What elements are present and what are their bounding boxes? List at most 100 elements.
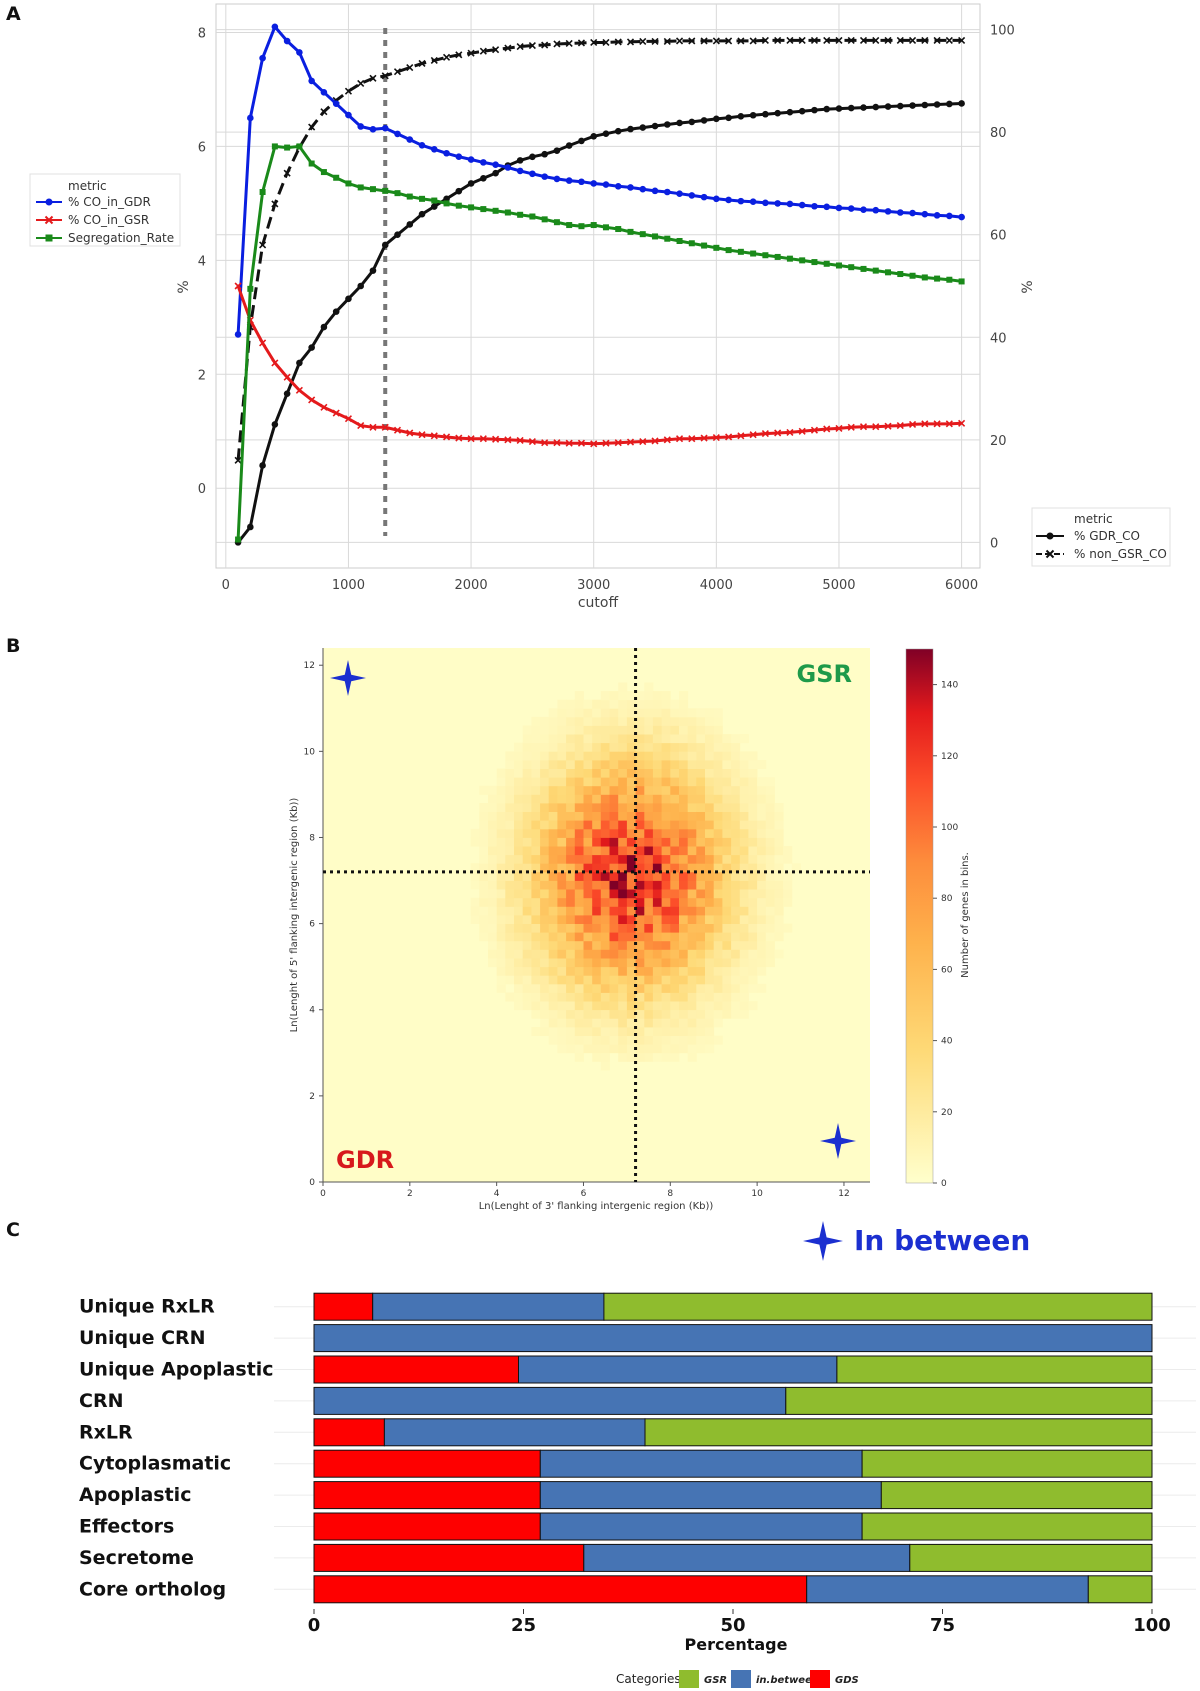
heatmap-cell — [574, 966, 584, 976]
heatmap-cell — [705, 828, 715, 838]
heatmap-cell — [661, 828, 671, 838]
heatmap-cell — [479, 846, 489, 856]
heatmap-cell — [531, 949, 541, 959]
heatmap-cell — [618, 880, 628, 890]
heatmap-cell — [470, 828, 480, 838]
heatmap-cell — [748, 871, 758, 881]
heatmap-cell — [713, 1018, 723, 1028]
data-point — [676, 237, 683, 244]
heatmap-cell — [652, 1018, 662, 1028]
heatmap-cell — [670, 803, 680, 812]
heatmap-cell — [722, 871, 732, 881]
heatmap-cell — [670, 915, 680, 924]
data-point — [296, 49, 303, 56]
heatmap-cell — [583, 785, 593, 795]
heatmap-cell — [505, 975, 515, 985]
data-point — [467, 180, 475, 187]
heatmap-cell — [644, 1052, 654, 1062]
data-point — [872, 423, 880, 431]
heatmap-cell — [557, 958, 567, 968]
data-point — [529, 153, 536, 161]
heatmap-cell — [540, 1009, 550, 1019]
heatmap-cell — [574, 863, 584, 873]
category-label: Effectors — [79, 1516, 174, 1538]
data-point — [247, 523, 254, 531]
heatmap-cell — [652, 906, 662, 916]
data-point — [565, 439, 573, 447]
heatmap-cell — [679, 742, 689, 752]
data-point — [909, 272, 916, 279]
heatmap-cell — [609, 846, 619, 856]
data-point — [492, 46, 500, 54]
heatmap-cell — [679, 1001, 689, 1011]
heatmap-cell — [679, 691, 689, 701]
heatmap-cell — [765, 811, 775, 821]
heatmap-cell — [496, 846, 506, 856]
heatmap-cell — [644, 983, 654, 993]
heatmap-cell — [592, 871, 602, 881]
heatmap-cell — [635, 940, 645, 950]
heatmap-cell — [557, 708, 567, 718]
heatmap-cell — [600, 734, 610, 744]
heatmap-cell — [531, 820, 541, 830]
heatmap-cell — [479, 923, 489, 933]
heatmap-cell — [592, 734, 602, 744]
heatmap-cell — [731, 1001, 741, 1011]
heatmap-cell — [505, 785, 515, 795]
heatmap-cell — [574, 975, 584, 985]
heatmap-cell — [574, 846, 584, 856]
data-point — [774, 109, 781, 117]
heatmap-cell — [540, 794, 550, 804]
heatmap-cell — [652, 889, 662, 899]
heatmap-cell — [592, 992, 602, 1002]
heatmap-cell — [765, 820, 775, 830]
heatmap-cell — [722, 854, 732, 864]
heatmap-cell — [705, 751, 715, 761]
data-point — [651, 437, 659, 445]
heatmap-cell — [739, 871, 749, 881]
heatmap-cell — [713, 846, 723, 856]
heatmap-cell — [592, 820, 602, 830]
heatmap-cell — [748, 949, 758, 959]
heatmap-cell — [748, 837, 758, 847]
y-tick-label-right: 60 — [990, 229, 1007, 244]
heatmap-cell — [531, 828, 541, 838]
data-point — [823, 203, 831, 211]
heatmap-cell — [670, 794, 680, 804]
heatmap-cell — [635, 1027, 645, 1036]
data-point — [725, 37, 733, 45]
heatmap-cell — [713, 708, 723, 718]
data-point — [345, 295, 352, 303]
heatmap-cell — [661, 915, 671, 924]
data-point — [933, 212, 941, 219]
heatmap-cell — [600, 751, 610, 761]
heatmap-cell — [626, 871, 636, 881]
heatmap-cell — [679, 777, 689, 787]
heatmap-cell — [496, 923, 506, 933]
heatmap-cell — [626, 940, 636, 950]
heatmap-cell — [618, 708, 628, 718]
heatmap-cell — [618, 716, 628, 726]
heatmap-cell — [652, 777, 662, 787]
heatmap-cell — [505, 854, 515, 864]
data-point — [688, 192, 696, 199]
series-co-in-gsr — [234, 282, 966, 448]
heatmap-cell — [705, 940, 715, 950]
heatmap-cell — [609, 940, 619, 950]
heatmap-cell — [566, 742, 576, 752]
data-point — [934, 275, 941, 282]
heatmap-cell — [765, 940, 775, 950]
heatmap-cell — [687, 1052, 697, 1062]
heatmap-cell — [670, 1001, 680, 1011]
heatmap-cell — [661, 1018, 671, 1028]
heatmap-cell — [661, 958, 671, 968]
y-tick-label-right: 0 — [990, 536, 998, 551]
heatmap-cell — [557, 854, 567, 864]
heatmap-cell — [652, 923, 662, 933]
heatmap-cell — [548, 742, 558, 752]
heatmap-cell — [505, 940, 515, 950]
data-point — [835, 105, 843, 112]
heatmap-cell — [566, 846, 576, 856]
heatmap-cell — [618, 915, 628, 924]
heatmap-cell — [696, 768, 706, 778]
